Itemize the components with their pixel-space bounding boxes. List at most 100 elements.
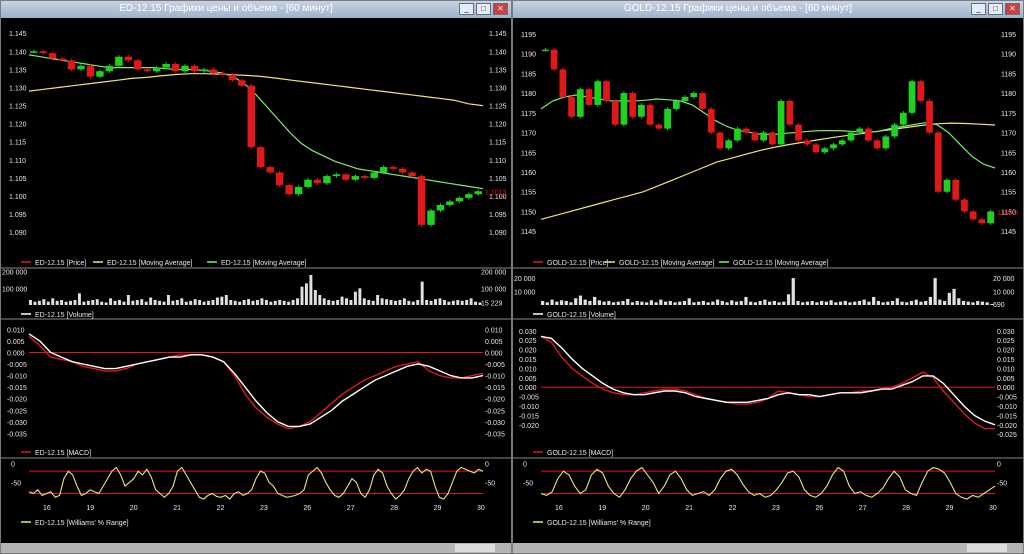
williams-axis-tick-left: 0 bbox=[11, 462, 15, 469]
volume-bar bbox=[919, 301, 923, 305]
volume-bar bbox=[340, 296, 344, 305]
scrollbar-thumb[interactable] bbox=[455, 544, 495, 552]
scrollbar-thumb[interactable] bbox=[967, 544, 1007, 552]
price-axis-tick-right: 1.095 bbox=[489, 212, 507, 219]
volume-bar bbox=[135, 300, 139, 305]
volume-bar bbox=[810, 300, 814, 305]
volume-bar bbox=[42, 299, 46, 305]
volume-bar bbox=[456, 300, 460, 305]
volume-bar bbox=[282, 300, 286, 305]
volume-bar bbox=[465, 300, 469, 305]
price-axis-tick-right: 1.110 bbox=[489, 158, 506, 165]
volume-bar bbox=[247, 299, 251, 305]
volume-bar bbox=[753, 302, 758, 305]
price-candle bbox=[162, 63, 170, 68]
horizontal-scrollbar[interactable] bbox=[513, 543, 1023, 553]
volume-bar bbox=[126, 295, 130, 305]
volume-bar bbox=[100, 301, 104, 305]
price-candle bbox=[96, 71, 104, 77]
window-titlebar[interactable]: GOLD-12.15 Графики цены и объема - [60 м… bbox=[513, 1, 1023, 18]
price-candle bbox=[257, 147, 265, 168]
minimize-button[interactable]: _ bbox=[459, 3, 474, 15]
close-button[interactable]: ✕ bbox=[493, 3, 508, 15]
chart-window-gold[interactable]: GOLD-12.15 Графики цены и объема - [60 м… bbox=[512, 0, 1024, 554]
price-axis-tick-right: 1.100 bbox=[489, 194, 507, 201]
price-axis-tick-left: 1175 bbox=[521, 111, 536, 118]
volume-bar bbox=[682, 300, 687, 305]
chart-area-ed[interactable]: 1.145 1.145 1.140 1.140 1.135 1.135 1.130 1.130… bbox=[1, 18, 511, 545]
volume-bar bbox=[640, 301, 644, 305]
volume-bar bbox=[411, 301, 415, 305]
macd-signal-line bbox=[540, 335, 996, 426]
volume-bar bbox=[260, 298, 264, 305]
volume-bar bbox=[905, 302, 909, 305]
volume-bar bbox=[976, 300, 980, 305]
volume-bar bbox=[805, 301, 810, 305]
volume-bar bbox=[434, 299, 437, 305]
price-axis-tick-right: 1.105 bbox=[489, 176, 507, 183]
macd-axis-tick-right: -0.035 bbox=[485, 431, 505, 438]
chart-window-ed[interactable]: ED-12.15 Графики цены и объема - [60 мин… bbox=[0, 0, 512, 554]
price-candle bbox=[408, 172, 416, 177]
volume-bar bbox=[715, 299, 720, 305]
volume-bar bbox=[171, 300, 175, 305]
legend-label: GOLD-12.15 [Moving Average] bbox=[619, 260, 715, 267]
volume-bar bbox=[801, 302, 805, 305]
maximize-button[interactable]: □ bbox=[476, 3, 491, 15]
volume-bar bbox=[385, 299, 389, 305]
volume-bar bbox=[376, 295, 380, 305]
horizontal-scrollbar[interactable] bbox=[1, 543, 511, 553]
price-axis-tick-right: 1165 bbox=[1001, 150, 1016, 157]
price-candle bbox=[559, 69, 567, 98]
price-candle bbox=[398, 168, 407, 173]
legend-label: ED-12.15 [Volume] bbox=[35, 312, 94, 319]
price-candle bbox=[978, 219, 986, 224]
volume-bar bbox=[158, 300, 162, 305]
macd-axis-tick-left: -0.005 bbox=[519, 395, 539, 402]
price-candle bbox=[908, 81, 916, 113]
volume-bar bbox=[654, 302, 658, 305]
time-axis-label: 26 bbox=[815, 505, 823, 512]
volume-bar bbox=[233, 300, 237, 305]
volume-bar bbox=[33, 301, 37, 305]
price-axis-tick-left: 1145 bbox=[521, 229, 536, 236]
volume-bar bbox=[824, 301, 828, 305]
price-candle bbox=[285, 185, 293, 195]
price-axis-tick-left: 1.105 bbox=[9, 176, 27, 183]
price-candle bbox=[603, 81, 610, 101]
window-titlebar[interactable]: ED-12.15 Графики цены и объема - [60 мин… bbox=[1, 1, 511, 18]
macd-axis-tick-right: 0.015 bbox=[997, 357, 1015, 364]
price-axis-tick-right: 1195 bbox=[1001, 32, 1016, 39]
close-button[interactable]: ✕ bbox=[1005, 3, 1020, 15]
volume-bar bbox=[113, 300, 117, 305]
macd-axis-tick-right: -0.010 bbox=[485, 374, 505, 381]
volume-bar bbox=[442, 300, 446, 305]
volume-bar bbox=[451, 300, 455, 305]
price-candle bbox=[611, 100, 619, 125]
last-price-label: 1149.9 bbox=[997, 210, 1018, 217]
price-candle bbox=[105, 65, 114, 72]
volume-bar bbox=[37, 300, 41, 305]
price-axis-tick-right: 1185 bbox=[1001, 71, 1016, 78]
volume-bar bbox=[264, 300, 268, 305]
volume-bar bbox=[193, 299, 197, 305]
macd-axis-tick-right: 0.010 bbox=[997, 366, 1015, 373]
volume-bar bbox=[616, 301, 620, 305]
time-axis-label: 28 bbox=[390, 505, 398, 512]
volume-bar bbox=[104, 302, 108, 305]
macd-axis-tick-right: 0.005 bbox=[485, 339, 503, 346]
maximize-button[interactable]: □ bbox=[988, 3, 1003, 15]
chart-area-gold[interactable]: 1195 1195 1190 1190 1185 1185 1180 1180 1175 1175… bbox=[513, 18, 1023, 545]
minimize-button[interactable]: _ bbox=[971, 3, 986, 15]
moving-average-short-line bbox=[28, 54, 484, 190]
volume-bar bbox=[460, 300, 464, 305]
volume-bar bbox=[189, 300, 193, 305]
volume-bar bbox=[362, 298, 366, 305]
macd-axis-tick-left: -0.015 bbox=[519, 413, 539, 420]
volume-bar bbox=[559, 300, 564, 305]
volume-bar bbox=[425, 300, 429, 305]
volume-bar bbox=[872, 296, 876, 305]
price-candle bbox=[821, 148, 829, 153]
price-axis-tick-left: 1190 bbox=[521, 52, 536, 59]
price-candle bbox=[389, 167, 397, 169]
